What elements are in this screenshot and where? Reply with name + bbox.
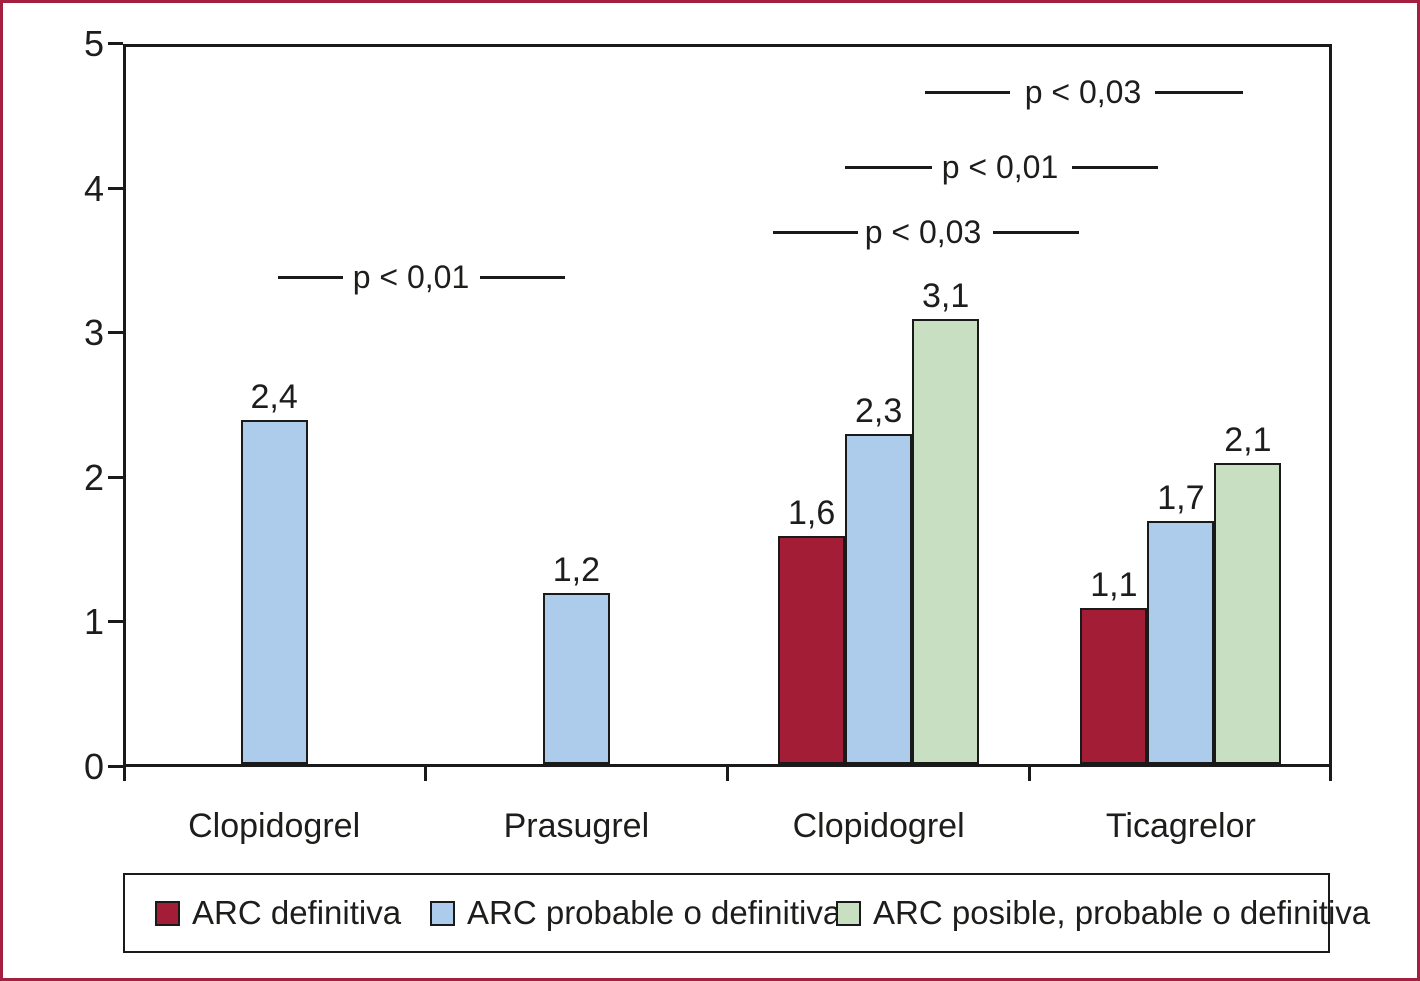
y-axis-tick-label: 5: [83, 23, 104, 64]
bar: [1080, 607, 1148, 764]
p-value-annotation-line: [1155, 91, 1243, 94]
bar: [240, 419, 308, 764]
p-value-annotation-line: [993, 231, 1079, 234]
y-axis-tick: [108, 187, 123, 190]
p-value-annotation-line: [773, 231, 858, 234]
bar: [1147, 521, 1215, 764]
bar-value-label: 3,1: [921, 276, 970, 315]
bar: [912, 318, 980, 764]
x-axis-tick: [423, 767, 427, 781]
y-axis-tick-label: 0: [83, 746, 104, 787]
p-value-annotation-text: p < 0,01: [941, 149, 1059, 185]
y-axis-tick: [108, 620, 123, 623]
y-axis-tick: [108, 476, 123, 479]
plot-area: [123, 44, 1332, 767]
legend-label-arc-definitiva: ARC definitiva: [192, 894, 402, 931]
x-axis-tick: [123, 767, 126, 781]
y-axis-tick: [108, 331, 123, 334]
x-axis-tick: [726, 767, 729, 781]
bar-value-label: 1,2: [552, 551, 600, 590]
legend-label-arc-probable-o-definitiva: ARC probable o definitiva: [467, 894, 842, 931]
x-axis-tick: [1329, 767, 1332, 781]
p-value-annotation-text: p < 0,03: [864, 214, 982, 250]
y-axis-tick: [108, 765, 123, 768]
bar: [845, 434, 913, 764]
bar-value-label: 2,1: [1224, 421, 1272, 460]
p-value-annotation-line: [278, 276, 343, 279]
y-axis-tick-label: 4: [83, 168, 104, 209]
p-value-annotation-text: p < 0,01: [352, 259, 470, 295]
bar-value-label: 2,4: [250, 377, 298, 416]
x-category-label: Clopidogrel: [188, 807, 361, 845]
x-category-label: Prasugrel: [503, 807, 650, 845]
legend-box: ARC definitiva ARC probable o definitiva…: [123, 873, 1370, 953]
x-category-label: Ticagrelor: [1105, 807, 1256, 845]
legend-label-arc-posible-probable-o-definitiva: ARC posible, probable o definitiva: [873, 894, 1371, 931]
bar-value-label: 1,7: [1157, 479, 1205, 518]
y-axis-tick-label: 1: [83, 601, 104, 642]
bar-value-label: 1,1: [1090, 565, 1138, 604]
x-axis-tick: [1028, 767, 1032, 781]
p-value-annotation-line: [845, 166, 932, 169]
legend-item-arc-probable-o-definitiva: ARC probable o definitiva: [430, 895, 841, 931]
legend-swatch-arc-definitiva: [155, 900, 180, 926]
p-value-annotation-text: p < 0,03: [1024, 74, 1142, 110]
p-value-annotation-line: [925, 91, 1010, 94]
bar-value-label: 1,6: [787, 493, 836, 532]
bar: [542, 593, 610, 764]
legend-swatch-arc-posible-probable-o-definitiva: [836, 900, 861, 926]
x-category-label: Clopidogrel: [792, 807, 965, 845]
y-axis-tick: [108, 42, 123, 45]
p-value-annotation-line: [480, 276, 565, 279]
bar: [778, 535, 846, 764]
p-value-annotation-line: [1072, 166, 1158, 169]
y-axis-tick-label: 3: [83, 312, 104, 353]
legend-item-arc-definitiva: ARC definitiva: [155, 895, 401, 931]
bar-value-label: 2,3: [854, 392, 903, 431]
bar: [1214, 463, 1282, 764]
legend-swatch-arc-probable-o-definitiva: [430, 900, 455, 926]
legend-item-arc-posible-probable-o-definitiva: ARC posible, probable o definitiva: [836, 895, 1370, 931]
y-axis-tick-label: 2: [83, 457, 104, 498]
